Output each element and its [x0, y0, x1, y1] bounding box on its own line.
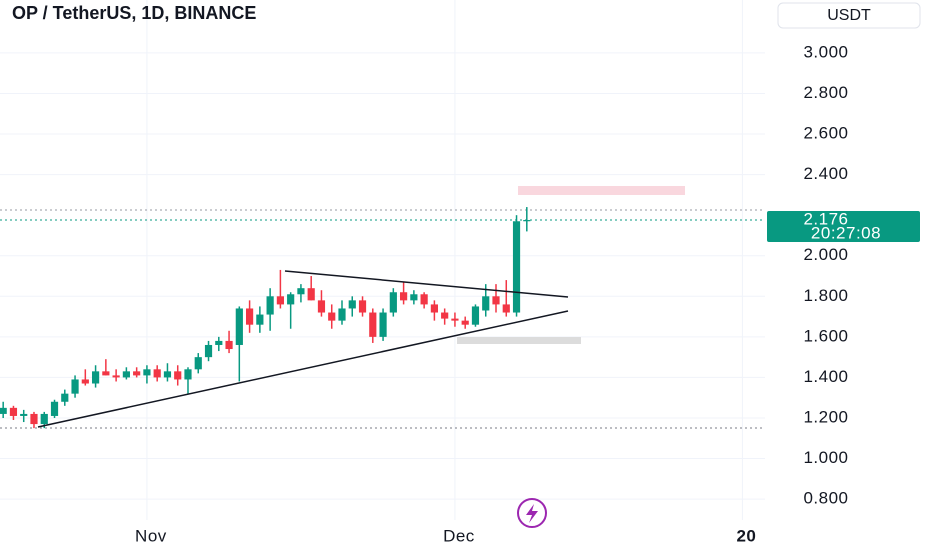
- countdown-label: 20:27:08: [811, 224, 881, 243]
- x-tick-label: Nov: [135, 526, 167, 545]
- candle-body: [0, 407, 7, 414]
- candle-body: [61, 393, 69, 402]
- last-price-tag: [767, 211, 920, 243]
- candle-body: [482, 296, 490, 311]
- candle-body: [163, 371, 172, 378]
- candle-body: [297, 288, 305, 295]
- candle-body: [9, 407, 18, 416]
- y-tick-label: 3.000: [803, 42, 848, 61]
- candle-body: [71, 379, 79, 394]
- x-axis: Nov Dec 20: [135, 526, 756, 545]
- candle-body: [30, 413, 38, 425]
- candle-body: [102, 371, 110, 376]
- y-tick-label: 2.600: [803, 124, 848, 143]
- y-axis: 3.000 2.800 2.600 2.400 2.000 1.800 1.600 1.400…: [767, 42, 920, 508]
- candle-body: [245, 308, 254, 325]
- candle-body: [153, 369, 161, 378]
- candle-body: [50, 401, 59, 416]
- candle-body: [502, 304, 510, 313]
- y-tick-label: 0.800: [803, 489, 848, 508]
- candle-body: [358, 300, 367, 313]
- candle-body: [122, 371, 130, 378]
- candle-body: [512, 221, 521, 313]
- candle-body: [338, 308, 346, 321]
- candle-body: [287, 294, 295, 305]
- y-tick-label: 1.600: [803, 326, 848, 345]
- candle-body: [174, 371, 182, 380]
- candle-body: [256, 314, 264, 325]
- y-tick-label: 1.400: [803, 367, 848, 386]
- trendline-lower: [37, 310, 569, 428]
- currency-button[interactable]: USDT: [777, 2, 921, 29]
- candle-body: [276, 296, 284, 305]
- x-tick-label: 20: [736, 526, 756, 545]
- candle-body: [523, 220, 531, 222]
- candle-body: [204, 344, 213, 358]
- candle-body: [91, 371, 100, 384]
- candle-body: [400, 292, 408, 301]
- candle-body: [235, 308, 243, 345]
- target-zone: [518, 186, 685, 195]
- candle-body: [317, 300, 326, 313]
- candle-body: [451, 318, 459, 321]
- candle-body: [410, 294, 418, 301]
- last-price-label: 2.176: [803, 210, 848, 229]
- candle-body: [215, 340, 223, 345]
- y-tick-label: 2.800: [803, 83, 848, 102]
- candle-body: [492, 296, 500, 305]
- chart-title: OP / TetherUS, 1D, BINANCE: [12, 3, 256, 23]
- y-tick-label: 2.400: [803, 164, 848, 183]
- candle-body: [471, 306, 480, 325]
- candle-body: [194, 357, 202, 370]
- candle-body: [40, 413, 48, 425]
- candle-body: [266, 296, 274, 315]
- x-tick-label: Dec: [443, 526, 475, 545]
- candle-body: [81, 379, 89, 384]
- candle-body: [430, 304, 438, 313]
- y-tick-label: 1.200: [803, 407, 848, 426]
- currency-label[interactable]: USDT: [827, 7, 871, 24]
- candle-body: [225, 340, 233, 350]
- candle-body: [379, 312, 387, 337]
- candle-body: [441, 312, 449, 319]
- candles: [0, 207, 765, 429]
- candle-body: [461, 320, 469, 325]
- candle-body: [348, 300, 356, 309]
- candle-body: [328, 312, 336, 321]
- y-tick-label: 2.000: [803, 245, 848, 264]
- candle-body: [420, 294, 428, 305]
- currency-button-frame[interactable]: [777, 2, 921, 29]
- candle-body: [307, 288, 315, 301]
- y-tick-label: 1.000: [803, 448, 848, 467]
- grid: [0, 0, 765, 520]
- trendline-upper: [284, 270, 569, 298]
- candle-body: [389, 292, 397, 313]
- candle-body: [184, 369, 192, 380]
- candle-body: [112, 375, 120, 378]
- replay-button[interactable]: [517, 498, 547, 528]
- support-zone: [457, 337, 581, 344]
- replay-icon[interactable]: [526, 504, 538, 523]
- candle-body: [369, 312, 377, 337]
- candle-body: [133, 371, 141, 376]
- y-tick-label: 1.800: [803, 286, 848, 305]
- candle-body: [143, 369, 151, 376]
- candle-body: [20, 413, 28, 416]
